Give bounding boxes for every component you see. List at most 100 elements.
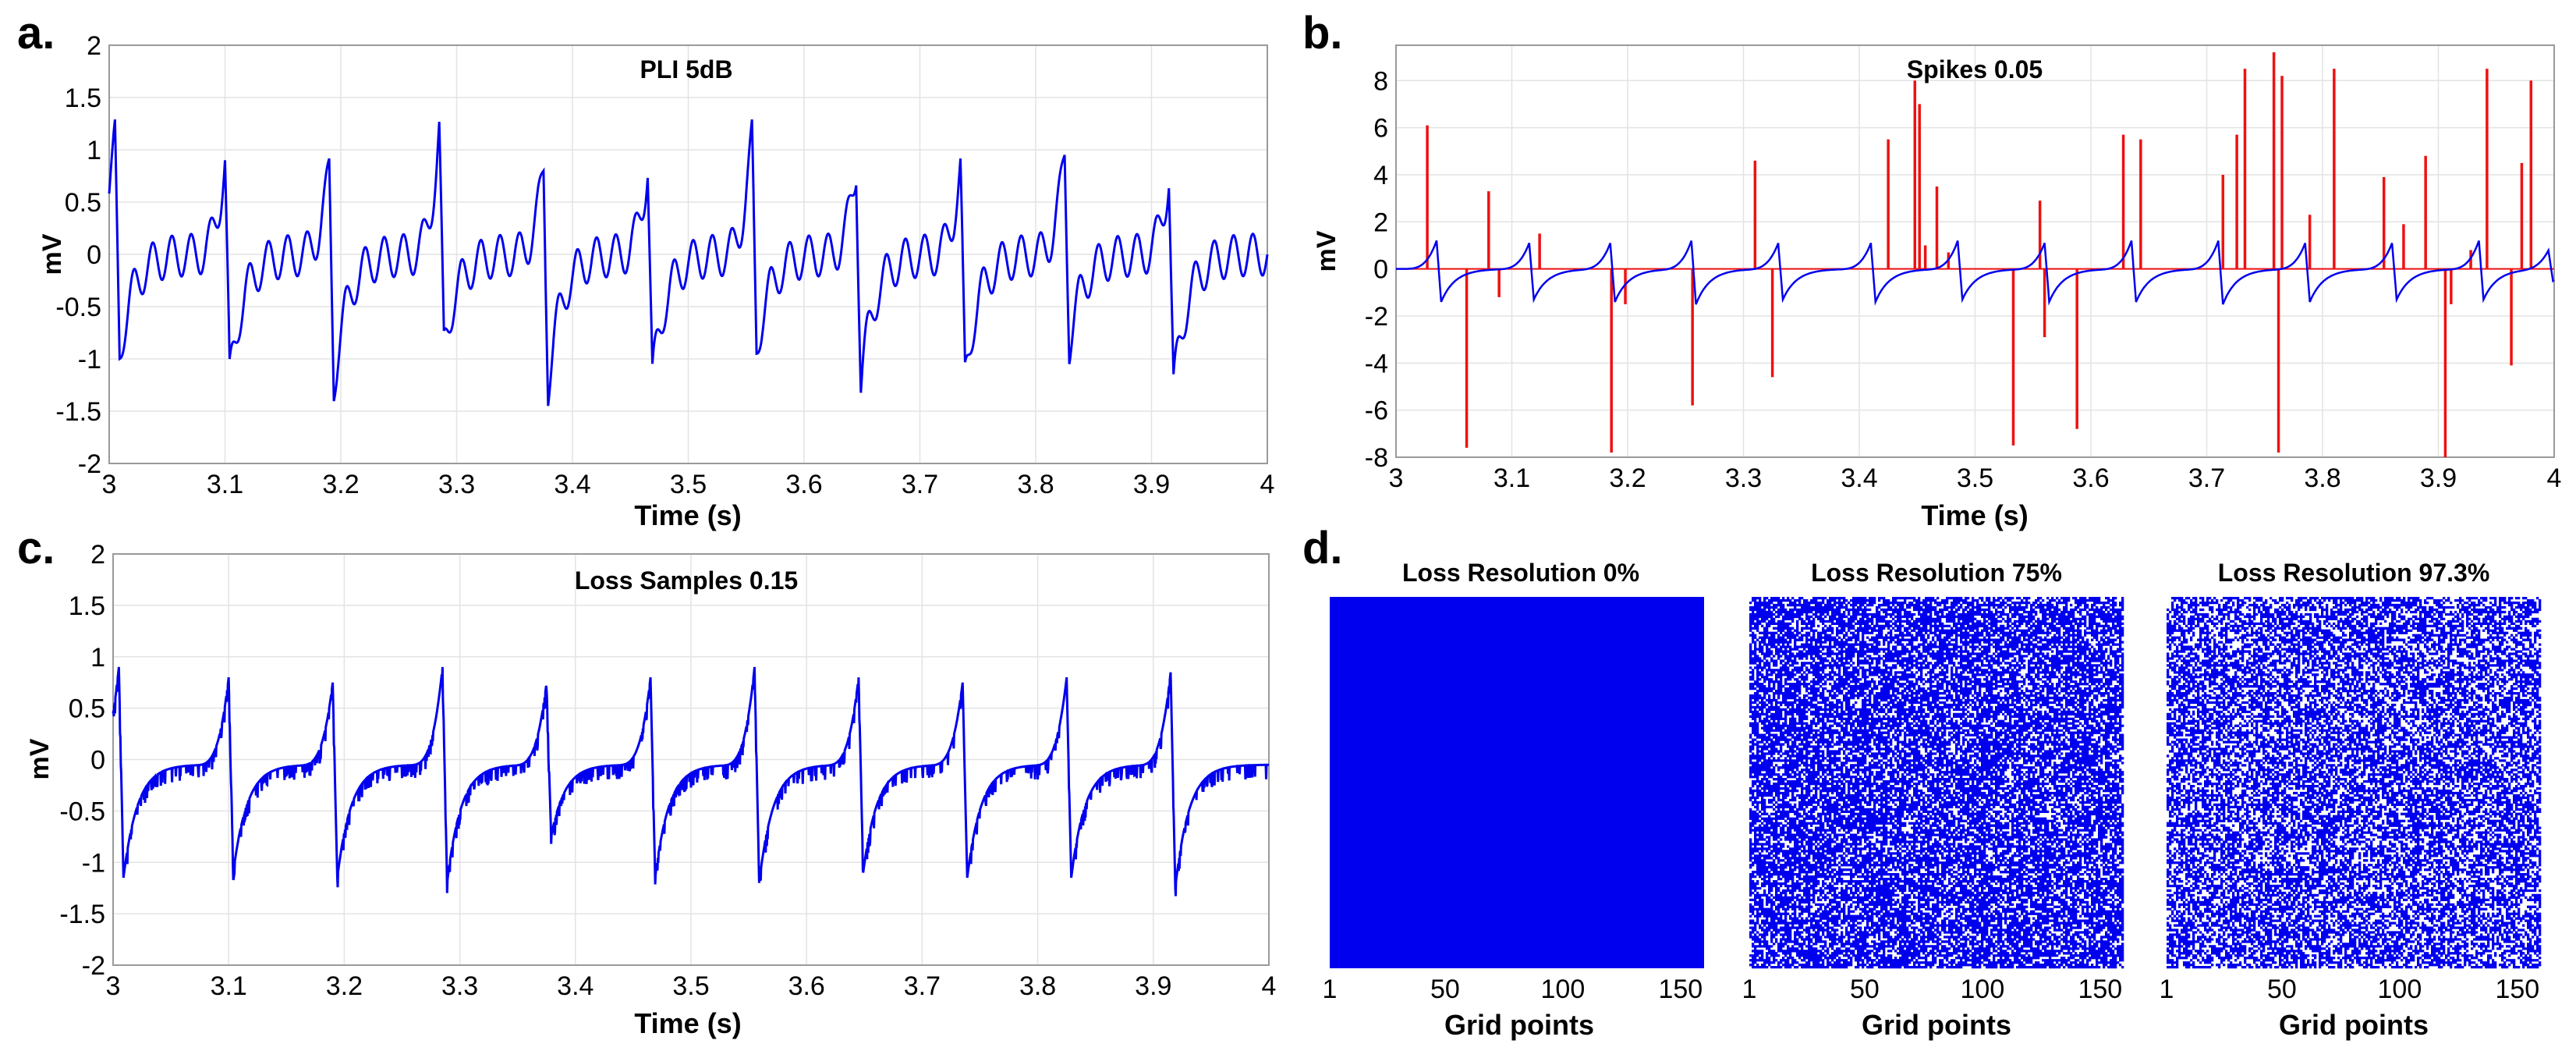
loss-map-1-title: Loss Resolution 0% (1402, 559, 1639, 587)
y-tick-label: 0 (87, 240, 101, 270)
loss-map-1-x-axis-label: Grid points (1444, 1009, 1594, 1041)
chart-a-y-ticks: 2 1.5 1 0.5 0 -0.5 -1 -1.5 -2 (55, 31, 101, 479)
loss-map-3: Loss Resolution 97.3% 1 50 100 150 Grid poi… (2160, 559, 2542, 1041)
loss-map-2-x-ticks: 1 50 100 150 (1742, 975, 2123, 1004)
x-tick-label: 3.7 (2188, 463, 2225, 493)
y-tick-label: -0.5 (59, 797, 105, 826)
chart-b-x-ticks: 3 3.1 3.2 3.3 3.4 3.5 3.6 3.7 3.8 3.9 4 (1389, 463, 2562, 493)
x-tick-label: 3.3 (441, 971, 478, 1001)
y-tick-label: 0.5 (69, 694, 105, 724)
y-tick-label: 1 (87, 136, 101, 165)
y-tick-label: -8 (1365, 443, 1388, 473)
loss-map-3-title: Loss Resolution 97.3% (2218, 559, 2490, 587)
x-tick-label: 3.1 (211, 971, 247, 1001)
y-tick-label: -1 (78, 345, 101, 375)
chart-c: Loss Samples 0.15 3 3.1 3.2 3.3 3.4 3.5 3.6 3.7… (25, 540, 1276, 1039)
chart-a-plot-area (108, 44, 1268, 464)
x-tick-label: 3.7 (904, 971, 941, 1001)
y-tick-label: 0 (1373, 255, 1388, 285)
loss-map-fill (1330, 597, 1704, 968)
chart-c-gridlines (112, 553, 1270, 966)
x-tick-label: 150 (2078, 975, 2122, 1004)
chart-b: Spikes 0.05 3 3.1 3.2 3.3 3.4 3.5 3.6 3.7 3.8 3.9… (1312, 44, 2562, 531)
x-tick-label: 3 (1389, 463, 1404, 493)
x-tick-label: 3.8 (1017, 470, 1054, 499)
x-tick-label: 100 (1541, 975, 1586, 1004)
loss-map-cells-path (1749, 597, 2124, 969)
y-tick-label: 4 (1373, 161, 1388, 190)
chart-a-ecg-line (108, 119, 1269, 407)
loss-map-1: Loss Resolution 0% 1 50 100 150 Grid points (1323, 559, 1704, 1041)
loss-map-3-x-ticks: 1 50 100 150 (2160, 975, 2540, 1004)
x-tick-label: 150 (1658, 975, 1703, 1004)
x-tick-label: 4 (2547, 463, 2562, 493)
x-tick-label: 1 (2160, 975, 2174, 1004)
chart-c-x-ticks: 3 3.1 3.2 3.3 3.4 3.5 3.6 3.7 3.8 3.9 4 (106, 971, 1277, 1001)
y-tick-label: -6 (1365, 396, 1388, 426)
chart-b-series (1396, 52, 2555, 457)
chart-a-series (108, 119, 1269, 407)
chart-b-y-ticks: 8 6 4 2 0 -2 -4 -6 -8 (1365, 66, 1388, 473)
panel-label-c: c. (17, 523, 55, 573)
x-tick-label: 3.3 (1725, 463, 1762, 493)
panel-label-b: b. (1302, 8, 1343, 59)
x-tick-label: 3.8 (2304, 463, 2340, 493)
chart-d: Loss Resolution 0% 1 50 100 150 Grid points… (1323, 559, 2542, 1041)
x-tick-label: 3 (106, 971, 121, 1001)
x-tick-label: 3.6 (788, 971, 825, 1001)
y-tick-label: 1 (90, 643, 105, 673)
y-tick-label: -2 (78, 449, 101, 479)
y-tick-label: -1.5 (55, 397, 101, 427)
y-tick-label: -1 (82, 848, 105, 878)
loss-map-1-cells (1330, 597, 1704, 968)
x-tick-label: 3.9 (1133, 470, 1170, 499)
chart-b-plot-area (1395, 44, 2555, 458)
loss-map-1-x-ticks: 1 50 100 150 (1323, 975, 1703, 1004)
x-tick-label: 3.9 (2420, 463, 2457, 493)
x-tick-label: 3.7 (902, 470, 938, 499)
x-tick-label: 4 (1262, 971, 1277, 1001)
y-tick-label: 0 (90, 746, 105, 776)
panel-label-d: d. (1302, 523, 1343, 573)
y-tick-label: 1.5 (69, 591, 105, 621)
y-tick-label: -0.5 (55, 293, 101, 322)
y-tick-label: 2 (90, 540, 105, 570)
x-tick-label: 150 (2495, 975, 2539, 1004)
x-tick-label: 3 (102, 470, 117, 499)
y-tick-label: -1.5 (59, 900, 105, 929)
x-tick-label: 1 (1742, 975, 1757, 1004)
x-tick-label: 4 (1260, 470, 1275, 499)
x-tick-label: 3.5 (1957, 463, 1993, 493)
loss-map-2-title: Loss Resolution 75% (1811, 559, 2062, 587)
chart-c-ecg-line (112, 666, 1269, 896)
chart-b-title: Spikes 0.05 (1907, 55, 2043, 83)
x-tick-label: 100 (2378, 975, 2422, 1004)
x-tick-label: 100 (1961, 975, 2005, 1004)
y-tick-label: 1.5 (65, 83, 101, 113)
chart-a-title: PLI 5dB (640, 55, 732, 83)
x-tick-label: 3.6 (2072, 463, 2109, 493)
x-tick-label: 3.9 (1135, 971, 1171, 1001)
chart-c-title: Loss Samples 0.15 (575, 566, 798, 595)
y-tick-label: 2 (1373, 208, 1388, 237)
x-tick-label: 3.2 (1609, 463, 1646, 493)
x-tick-label: 3.4 (1841, 463, 1877, 493)
chart-c-x-axis-label: Time (s) (634, 1007, 741, 1039)
y-tick-label: -2 (1365, 302, 1388, 332)
y-tick-label: 6 (1373, 114, 1388, 144)
x-tick-label: 3.2 (326, 971, 363, 1001)
x-tick-label: 3.2 (322, 470, 359, 499)
chart-c-series (112, 666, 1269, 896)
x-tick-label: 3.5 (672, 971, 709, 1001)
chart-b-x-axis-label: Time (s) (1921, 499, 2028, 531)
loss-map-3-cells (2167, 597, 2542, 969)
x-tick-label: 3.6 (785, 470, 822, 499)
chart-a: PLI 5dB 3 3.1 3.2 3.3 3.4 3.5 3.6 3.7 3.8 3.9 4 2 1… (37, 31, 1274, 531)
x-tick-label: 3.1 (207, 470, 243, 499)
loss-map-3-x-axis-label: Grid points (2279, 1009, 2429, 1041)
chart-a-y-axis-label: mV (37, 233, 67, 275)
loss-map-2: Loss Resolution 75% 1 50 100 150 Grid point… (1742, 559, 2124, 1041)
y-tick-label: 8 (1373, 66, 1388, 96)
chart-b-y-axis-label: mV (1312, 230, 1341, 272)
